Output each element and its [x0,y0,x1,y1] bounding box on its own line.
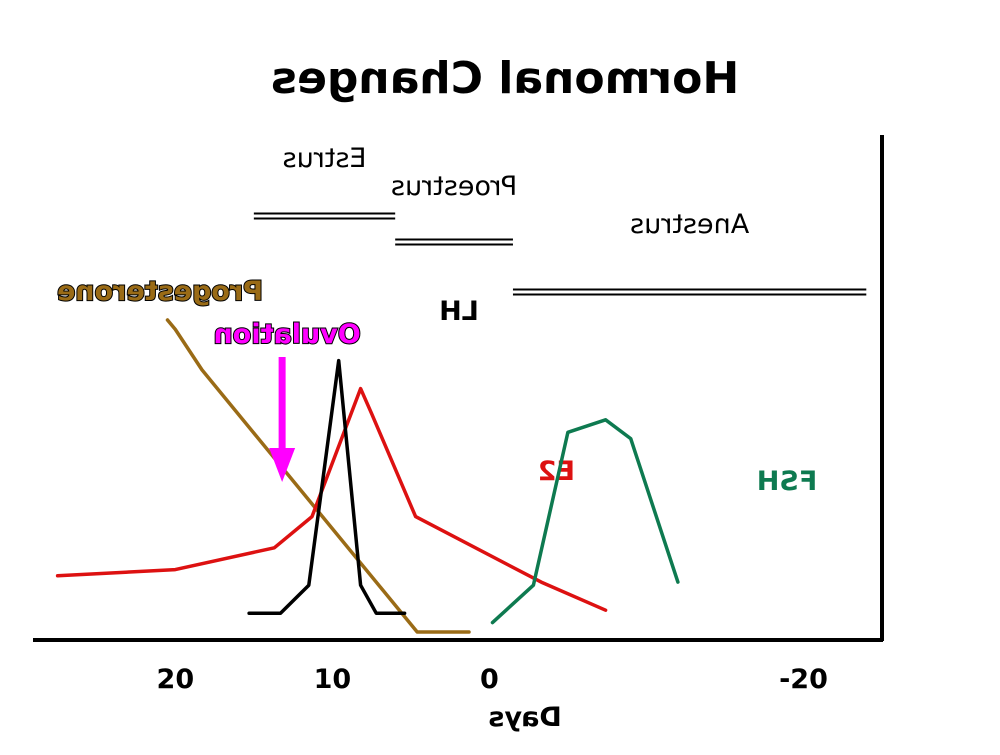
series-layer: Progesterone E2 LH FSH [55,275,818,634]
x-axis-label: Days [488,702,561,733]
ovulation-annotation: Ovulation [213,318,362,482]
mirrored-plot: Hormonal Changes Estrus Proestrus Anestrus… [33,53,884,733]
phase-anestrus: Anestrus [512,209,867,296]
x-tick-label: -20 [779,664,828,695]
chart-title: Hormonal Changes [271,53,739,104]
e2-line [55,386,608,612]
x-tick-10: 10 [314,664,352,695]
phase-proestrus: Proestrus [391,171,517,246]
phase-label: Proestrus [391,171,517,202]
x-tick-labels: 20 10 0 -20 [157,664,828,695]
progesterone-label: Progesterone [57,276,263,307]
series-lh: LH [247,296,479,616]
progesterone-line [165,318,471,634]
x-tick--20: -20 [779,664,828,695]
lh-label: LH [439,296,479,327]
x-tick-0: 0 [480,664,499,695]
phase-bars: Estrus Proestrus Anestrus [253,143,867,296]
series-progesterone: Progesterone [56,275,471,634]
lh-line [247,358,407,616]
annotation-layer: Ovulation [213,318,362,482]
fsh-line [490,418,680,625]
fsh-label: FSH [757,466,818,497]
x-tick-label: 0 [480,664,499,695]
x-tick-label: 20 [157,664,195,695]
x-tick-20: 20 [157,664,195,695]
x-tick-label: 10 [314,664,352,695]
series-e2: E2 [55,386,608,612]
axes [33,135,884,642]
ovulation-arrowhead [269,448,296,482]
phase-label: Estrus [283,143,367,174]
phase-estrus: Estrus [253,143,396,220]
series-fsh: FSH [490,418,818,625]
ovulation-label: Ovulation [214,319,361,350]
phase-label: Anestrus [630,209,749,240]
